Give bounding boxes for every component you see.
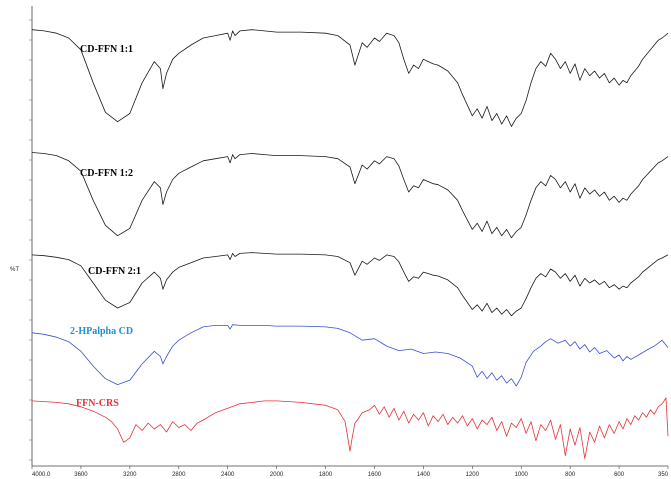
x-tick-label: 1600 [368,472,382,478]
x-tick-label: 1000 [515,472,529,478]
series-name-label: CD-FFN 2:1 [88,266,141,277]
x-tick-label: 1400 [417,472,431,478]
chart-axes [31,6,668,467]
series-name-label: CD-FFN 1:1 [80,44,133,55]
series-lines [31,29,669,459]
y-axis-ticks [29,19,32,461]
x-tick-label: 2400 [221,472,235,478]
x-tick-label: 350 [658,472,669,478]
spectrum-line [31,397,669,459]
spectrum-line [31,152,669,239]
x-tick-label: 1800 [319,472,333,478]
x-tick-label: 1200 [466,472,480,478]
x-tick-label: 2000 [270,472,284,478]
x-tick-label: 3200 [123,472,137,478]
spectrum-line [31,252,669,317]
series-name-label: FFN-CRS [76,398,119,409]
spectrum-line [31,29,669,127]
x-tick-label: 800 [565,472,576,478]
y-axis-label: %T [10,267,19,273]
x-tick-label: 4000.0 [32,472,51,478]
x-tick-label: 3600 [74,472,88,478]
x-axis-ticks: 4000.0 3600 3200 2800 2400 2000 1800 1600 1400 12… [31,466,669,478]
x-tick-label: 2800 [172,472,186,478]
series-name-label: 2-HPalpha CD [70,326,133,337]
series-labels: CD-FFN 1:1 CD-FFN 1:2 CD-FFN 2:1 2-HPalpha … [70,44,141,409]
spectrum-line [31,324,669,387]
series-name-label: CD-FFN 1:2 [80,168,133,179]
x-tick-label: 600 [614,472,625,478]
